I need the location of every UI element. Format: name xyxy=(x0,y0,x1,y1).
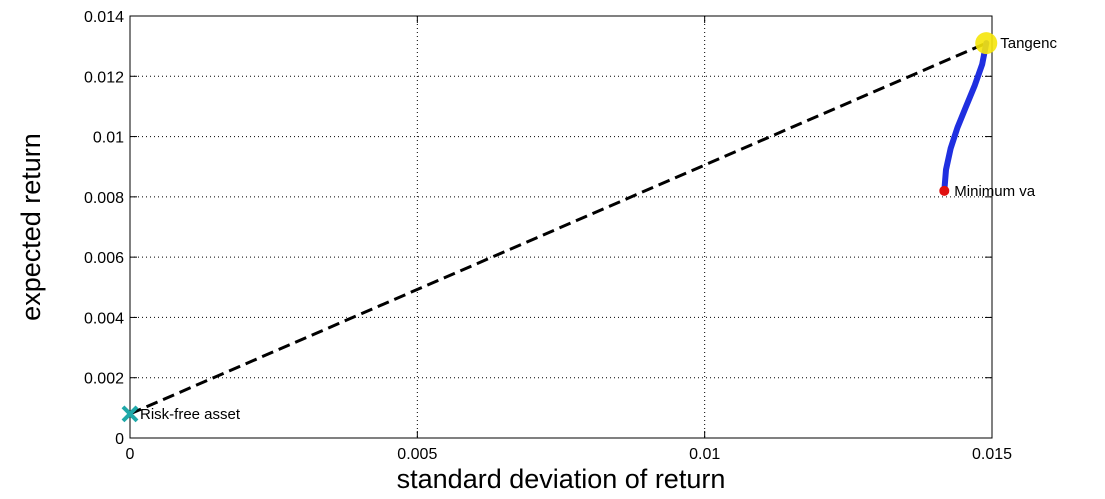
y-axis-label: expected return xyxy=(16,133,46,321)
x-tick-label: 0.015 xyxy=(972,446,1012,463)
efficient-frontier-line xyxy=(941,40,990,194)
y-tick-label: 0 xyxy=(115,431,124,448)
x-tick-label: 0.005 xyxy=(397,446,437,463)
point-markers: Risk-free asset Minimum va Tangenc xyxy=(121,32,1057,423)
marker-stroke xyxy=(121,405,139,423)
y-tick-label: 0.002 xyxy=(84,371,124,388)
tangenc-marker xyxy=(975,32,998,55)
axis-ticks: 0 0.005 0.01 0.015 0 0.002 0.004 0.006 0.008 0.01… xyxy=(84,9,1012,463)
tangenc-label: Tangenc xyxy=(1000,35,1057,52)
risk-free-asset-label: Risk-free asset xyxy=(140,406,241,423)
y-tick-label: 0.01 xyxy=(93,130,124,147)
y-tick-label: 0.012 xyxy=(84,69,124,86)
plot-area-border xyxy=(129,15,993,439)
x-tick-label: 0.01 xyxy=(689,446,720,463)
y-tick-label: 0.004 xyxy=(84,310,124,327)
series-layer xyxy=(129,40,990,416)
minimum-va-label: Minimum va xyxy=(954,183,1036,200)
y-tick-label: 0.014 xyxy=(84,9,124,26)
risk-free-asset-marker xyxy=(121,405,139,423)
capital-market-line xyxy=(129,41,987,416)
minimum-va-marker xyxy=(939,185,950,196)
y-tick-label: 0.008 xyxy=(84,190,124,207)
x-tick-label: 0 xyxy=(126,446,135,463)
y-tick-label: 0.006 xyxy=(84,250,124,267)
x-axis-label: standard deviation of return xyxy=(397,464,726,494)
